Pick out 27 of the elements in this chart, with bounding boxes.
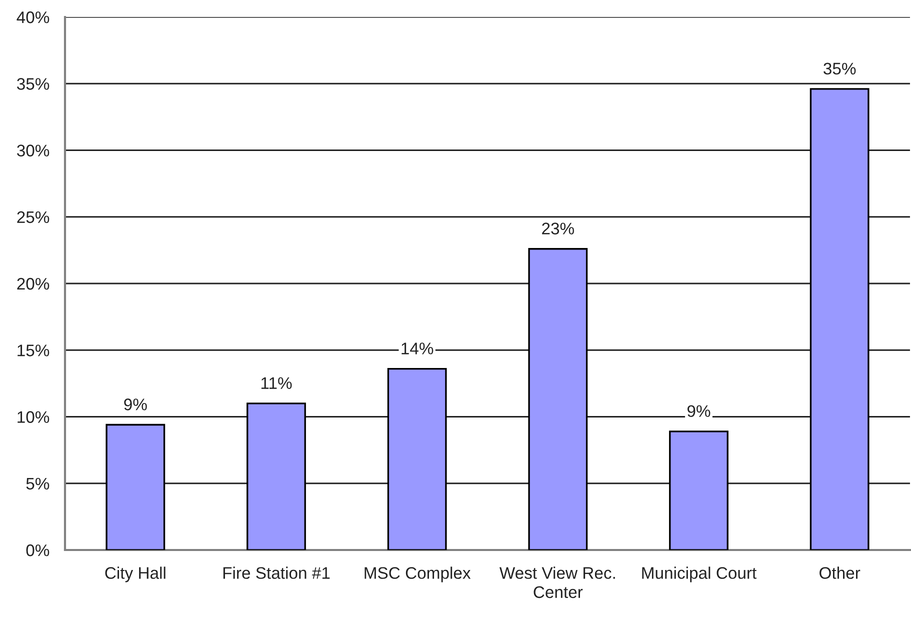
bar bbox=[106, 424, 166, 550]
x-tick-label: MSC Complex bbox=[364, 566, 471, 582]
bar bbox=[669, 430, 728, 550]
y-tick-label: 35% bbox=[17, 78, 50, 90]
data-label: 9% bbox=[124, 398, 147, 410]
data-label: 23% bbox=[542, 222, 574, 234]
data-label: 11% bbox=[261, 377, 292, 389]
x-tick-label: City Hall bbox=[105, 566, 166, 582]
y-tick-label: 5% bbox=[26, 478, 50, 490]
x-tick-label: West View Rec. Center bbox=[499, 566, 615, 598]
y-tick-label: 25% bbox=[17, 211, 50, 224]
y-tick-label: 30% bbox=[17, 144, 50, 156]
bar bbox=[387, 368, 447, 550]
bar bbox=[246, 402, 306, 550]
bar bbox=[528, 248, 588, 550]
data-label: 9% bbox=[687, 405, 710, 417]
y-tick-label: 20% bbox=[17, 278, 50, 290]
y-tick-label: 0% bbox=[26, 544, 50, 556]
y-tick-label: 40% bbox=[16, 11, 50, 24]
x-tick-label: Municipal Court bbox=[642, 566, 757, 582]
y-tick-label: 10% bbox=[18, 411, 50, 423]
data-label: 35% bbox=[824, 62, 856, 75]
bar bbox=[810, 88, 870, 550]
y-tick-label: 15% bbox=[18, 344, 50, 356]
data-label: 14% bbox=[402, 342, 434, 354]
x-tick-label: Other bbox=[820, 566, 860, 579]
x-tick-label: Fire Station #1 bbox=[223, 566, 330, 579]
